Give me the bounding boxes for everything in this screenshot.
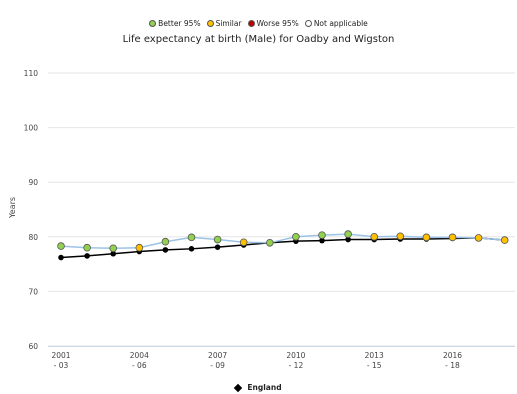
x-tick-label-2004: 2004 — [130, 351, 149, 360]
england-point-10 — [319, 237, 325, 244]
area-point-17 — [500, 236, 509, 244]
y-tick-label-70: 70 — [28, 287, 38, 296]
x-tick-label-2010: 2010 — [286, 351, 305, 360]
x-tick-sublabel-2013: - 15 — [367, 361, 382, 370]
area-point-14 — [422, 233, 431, 242]
legend-label-not-applicable: Not applicable — [313, 18, 368, 28]
x-tick-sublabel-2001: - 03 — [54, 361, 69, 370]
area-point-6 — [213, 235, 222, 244]
legend-top: Better 95% Similar Worse 95% Not applica… — [0, 16, 517, 30]
area-point-4 — [161, 237, 170, 246]
england-point-4 — [162, 247, 169, 253]
area-point-5 — [187, 233, 196, 242]
legend-label-worse: Worse 95% — [256, 18, 299, 28]
legend-item-worse[interactable]: Worse 95% — [247, 18, 299, 28]
area-point-7 — [239, 238, 248, 247]
x-tick-label-2016: 2016 — [443, 351, 462, 360]
area-point-0 — [57, 242, 65, 250]
legend-item-not-applicable[interactable]: Not applicable — [304, 18, 368, 28]
legend-label-england: England — [247, 383, 282, 392]
x-tick-sublabel-2004: - 06 — [132, 361, 147, 370]
x-tick-sublabel-2007: - 09 — [210, 361, 225, 370]
england-point-6 — [214, 244, 221, 250]
area-point-10 — [318, 231, 326, 239]
legend-item-better[interactable]: Better 95% — [149, 18, 201, 28]
y-tick-label-100: 100 — [24, 124, 39, 133]
y-tick-label-90: 90 — [28, 178, 38, 187]
england-point-0 — [58, 254, 64, 261]
area-point-12 — [370, 233, 379, 241]
legend-marker-not-applicable-icon — [304, 19, 312, 27]
area-point-9 — [292, 233, 300, 241]
legend-item-similar[interactable]: Similar — [206, 18, 242, 28]
legend-marker-similar-icon — [206, 19, 214, 27]
y-axis-title: Years — [8, 197, 17, 219]
chart-title: Life expectancy at birth (Male) for Oadb… — [122, 34, 395, 45]
england-point-11 — [345, 236, 351, 243]
legend-marker-worse-icon — [247, 19, 255, 27]
x-tick-sublabel-2016: - 18 — [445, 361, 460, 370]
area-series-line — [60, 233, 505, 250]
area-point-3 — [135, 243, 144, 252]
area-point-11 — [344, 230, 352, 238]
england-point-1 — [84, 253, 90, 259]
legend-marker-better-icon — [149, 19, 157, 27]
x-tick-label-2007: 2007 — [208, 351, 227, 360]
area-point-8 — [265, 239, 274, 247]
area-point-16 — [474, 234, 483, 242]
legend-label-better: Better 95% — [158, 18, 201, 28]
england-diamond-icon — [234, 383, 243, 392]
y-tick-label-80: 80 — [28, 233, 38, 242]
x-tick-label-2001: 2001 — [51, 351, 70, 360]
england-point-2 — [110, 250, 116, 257]
x-tick-sublabel-2010: - 12 — [289, 361, 304, 370]
england-series-line — [60, 237, 505, 259]
area-point-13 — [396, 232, 405, 241]
area-point-2 — [109, 244, 117, 253]
x-tick-label-2013: 2013 — [365, 351, 384, 360]
england-point-5 — [188, 246, 195, 252]
y-tick-label-60: 60 — [28, 342, 38, 351]
area-point-1 — [83, 243, 91, 252]
y-tick-label-110: 110 — [24, 69, 39, 78]
legend-bottom[interactable]: England — [0, 383, 517, 392]
legend-label-similar: Similar — [215, 18, 242, 28]
area-point-15 — [448, 233, 457, 242]
